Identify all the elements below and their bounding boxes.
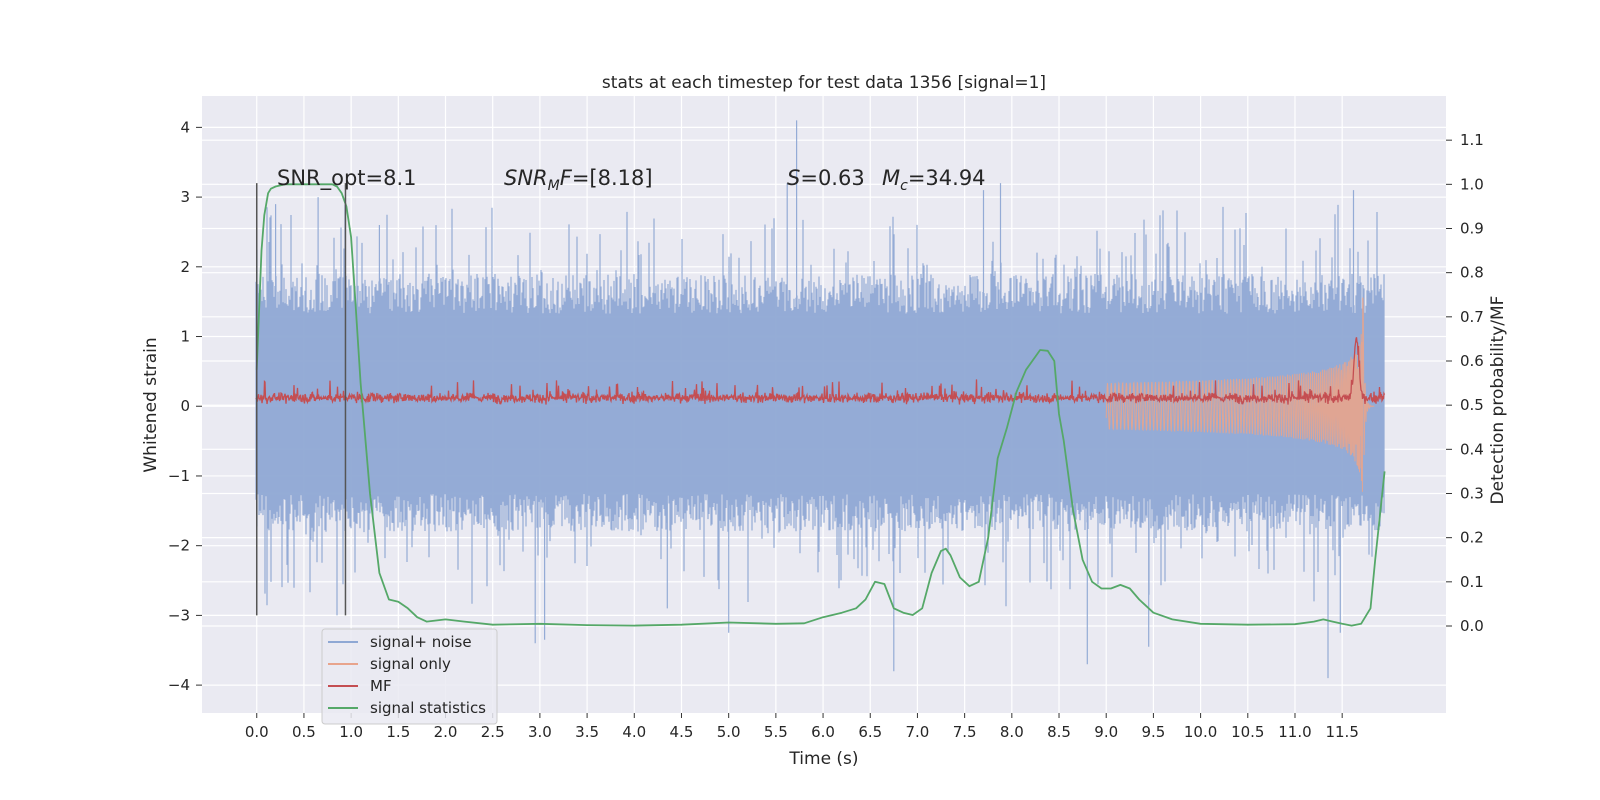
x-tick-label: 3.0	[528, 723, 552, 741]
legend-box	[321, 628, 498, 725]
plot-area	[255, 120, 1386, 679]
y-left-tick-label: −4	[168, 676, 190, 694]
x-tick-label: 8.0	[1000, 723, 1024, 741]
annotation-s-value: S=0.63	[787, 166, 865, 190]
x-tick-label: 9.5	[1141, 723, 1165, 741]
y-right-tick-label: 0.3	[1460, 484, 1484, 502]
mf-trace	[255, 337, 1386, 406]
annotation-snr-opt: SNR_opt=8.1	[277, 166, 417, 191]
y-right-tick-label: 0.9	[1460, 219, 1484, 237]
legend-label-signal-statistics: signal statistics	[370, 699, 486, 717]
x-tick-label: 10.0	[1184, 723, 1217, 741]
legend: signal+ noise signal only MF signal stat…	[321, 628, 498, 725]
x-tick-label: 5.0	[717, 723, 741, 741]
x-tick-label: 11.5	[1325, 723, 1358, 741]
x-tick-label: 1.0	[339, 723, 363, 741]
x-tick-label: 4.0	[622, 723, 646, 741]
y-left-tick-label: 3	[180, 188, 190, 206]
y-right-axis-label: Detection probability/MF	[1488, 296, 1508, 505]
x-tick-label: 1.5	[386, 723, 410, 741]
y-right-tick-label: 0.7	[1460, 308, 1484, 326]
series-mf	[255, 337, 1386, 406]
x-tick-label: 8.5	[1047, 723, 1071, 741]
x-tick-label: 2.0	[434, 723, 458, 741]
signal-statistics-trace	[255, 183, 1386, 627]
y-left-axis-label: Whitened strain	[141, 337, 161, 472]
x-axis-label: Time (s)	[788, 749, 858, 769]
y-left-tick-label: 1	[180, 328, 190, 346]
x-tick-label: 3.5	[575, 723, 599, 741]
x-axis-ticks: 0.0 0.5 1.0 1.5 2.0 2.5 3.0 3.5 4.0 4.5 5.0 5.5 6.0 6…	[245, 713, 1359, 741]
y-right-tick-label: 0.4	[1460, 440, 1484, 458]
y-left-tick-label: −1	[168, 467, 190, 485]
y-left-axis-ticks: −4 −3 −2 −1 0 1 2 3 4	[168, 118, 202, 694]
y-right-tick-label: 1.1	[1460, 131, 1484, 149]
y-right-axis-ticks: 0.0 0.1 0.2 0.3 0.4 0.5 0.6 0.7 0.8 0.9 1.0 1.1	[1446, 131, 1484, 635]
y-right-tick-label: 0.6	[1460, 352, 1484, 370]
annotation-mc-value: Mc=34.94	[882, 166, 986, 194]
y-right-tick-label: 0.1	[1460, 573, 1484, 591]
x-tick-label: 11.0	[1278, 723, 1311, 741]
legend-label-signal-noise: signal+ noise	[370, 633, 472, 651]
x-tick-label: 9.0	[1094, 723, 1118, 741]
x-tick-label: 0.0	[245, 723, 269, 741]
series-signal-statistics	[255, 183, 1386, 627]
y-left-tick-label: −2	[168, 537, 190, 555]
x-tick-label: 0.5	[292, 723, 316, 741]
y-right-tick-label: 0.0	[1460, 617, 1484, 635]
x-tick-label: 6.0	[811, 723, 835, 741]
legend-label-signal-only: signal only	[370, 655, 451, 673]
y-left-tick-label: 0	[180, 397, 190, 415]
y-right-tick-label: 1.0	[1460, 175, 1484, 193]
y-left-tick-label: 2	[180, 258, 190, 276]
x-tick-label: 2.5	[481, 723, 505, 741]
x-tick-label: 7.0	[906, 723, 930, 741]
x-tick-label: 5.5	[764, 723, 788, 741]
chart-title: stats at each timestep for test data 135…	[602, 73, 1046, 93]
x-tick-label: 7.5	[953, 723, 977, 741]
x-tick-label: 4.5	[670, 723, 694, 741]
y-right-tick-label: 0.5	[1460, 396, 1484, 414]
y-right-tick-label: 0.8	[1460, 264, 1484, 282]
y-right-tick-label: 0.2	[1460, 529, 1484, 547]
x-tick-label: 6.5	[858, 723, 882, 741]
vertical-markers	[255, 183, 347, 616]
x-tick-label: 10.5	[1231, 723, 1264, 741]
annotation-snr-mf: SNRMF=[8.18]	[504, 166, 653, 194]
y-left-tick-label: 4	[180, 118, 190, 136]
legend-label-mf: MF	[370, 677, 392, 695]
y-left-tick-label: −3	[168, 606, 190, 624]
